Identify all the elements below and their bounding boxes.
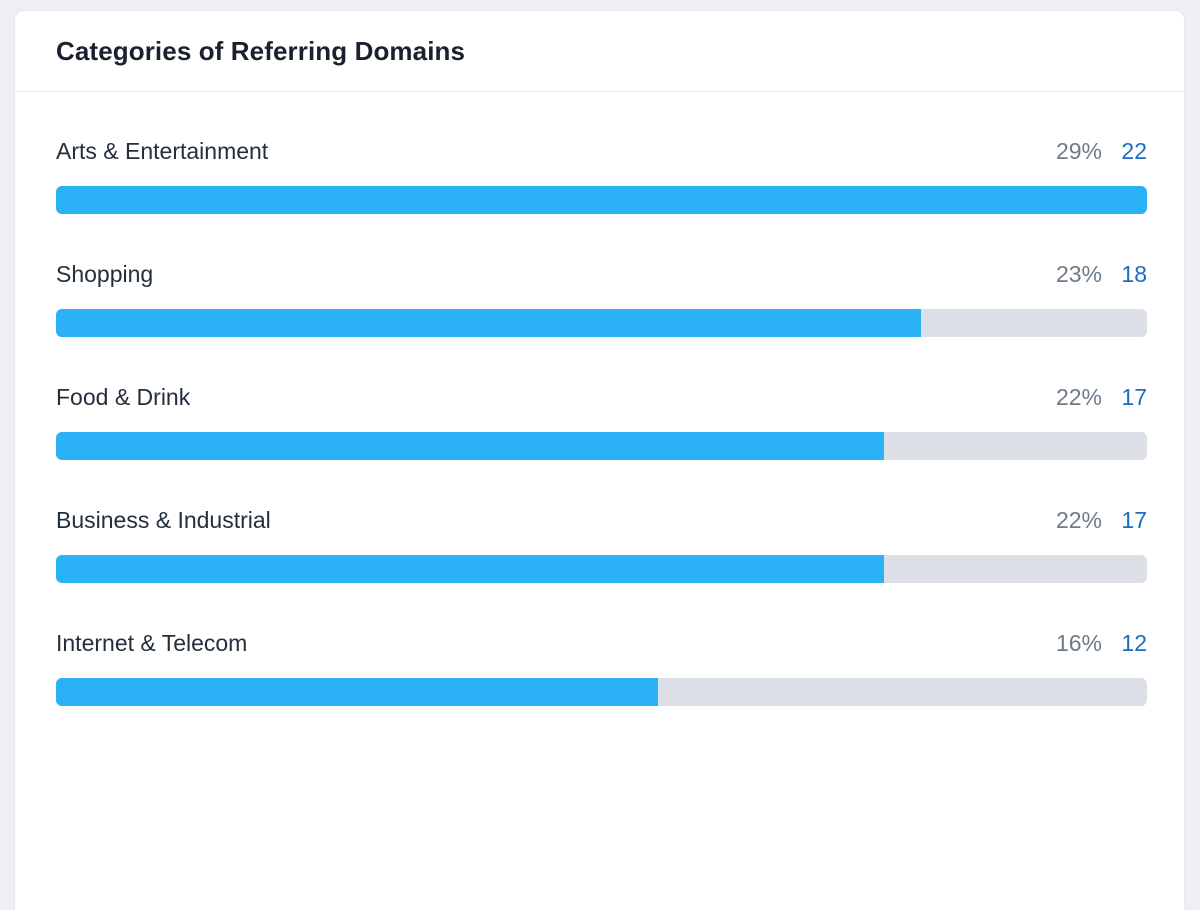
category-percent: 29%: [1055, 138, 1102, 164]
category-row: Business & Industrial 22% 17: [56, 507, 1147, 583]
category-count-link[interactable]: 17: [1121, 384, 1147, 410]
category-label: Internet & Telecom: [56, 630, 248, 656]
category-percent: 22%: [1055, 384, 1102, 410]
category-row: Internet & Telecom 16% 12: [56, 630, 1147, 706]
bar-track: [56, 309, 1147, 337]
bar-fill: [56, 678, 659, 706]
category-row: Food & Drink 22% 17: [56, 384, 1147, 460]
row-head: Arts & Entertainment 29% 22: [56, 138, 1147, 165]
category-count-link[interactable]: 18: [1121, 261, 1147, 287]
bar-fill: [56, 186, 1147, 214]
row-values: 22% 17: [1056, 384, 1147, 411]
category-label: Food & Drink: [56, 384, 191, 410]
card-header: Categories of Referring Domains: [15, 11, 1184, 92]
row-head: Internet & Telecom 16% 12: [56, 630, 1147, 657]
bar-track: [56, 555, 1147, 583]
category-percent: 23%: [1055, 261, 1102, 287]
bar-track: [56, 678, 1147, 706]
category-label: Shopping: [56, 261, 154, 287]
category-row: Arts & Entertainment 29% 22: [56, 138, 1147, 214]
row-values: 29% 22: [1056, 138, 1147, 165]
category-label: Business & Industrial: [56, 507, 271, 533]
category-percent: 22%: [1055, 507, 1102, 533]
bar-track: [56, 432, 1147, 460]
bar-fill: [56, 432, 885, 460]
bar-track: [56, 186, 1147, 214]
bar-fill: [56, 309, 922, 337]
categories-of-referring-domains-card: Categories of Referring Domains Arts & E…: [14, 10, 1185, 910]
category-count-link[interactable]: 22: [1121, 138, 1147, 164]
row-head: Shopping 23% 18: [56, 261, 1147, 288]
row-values: 22% 17: [1056, 507, 1147, 534]
row-values: 23% 18: [1056, 261, 1147, 288]
card-body: Arts & Entertainment 29% 22 Shopping 23%…: [15, 92, 1184, 706]
category-count-link[interactable]: 17: [1121, 507, 1147, 533]
bar-fill: [56, 555, 885, 583]
row-head: Food & Drink 22% 17: [56, 384, 1147, 411]
category-count-link[interactable]: 12: [1121, 630, 1147, 656]
card-title: Categories of Referring Domains: [56, 35, 466, 66]
category-label: Arts & Entertainment: [56, 138, 269, 164]
category-percent: 16%: [1055, 630, 1102, 656]
row-head: Business & Industrial 22% 17: [56, 507, 1147, 534]
row-values: 16% 12: [1056, 630, 1147, 657]
category-row: Shopping 23% 18: [56, 261, 1147, 337]
